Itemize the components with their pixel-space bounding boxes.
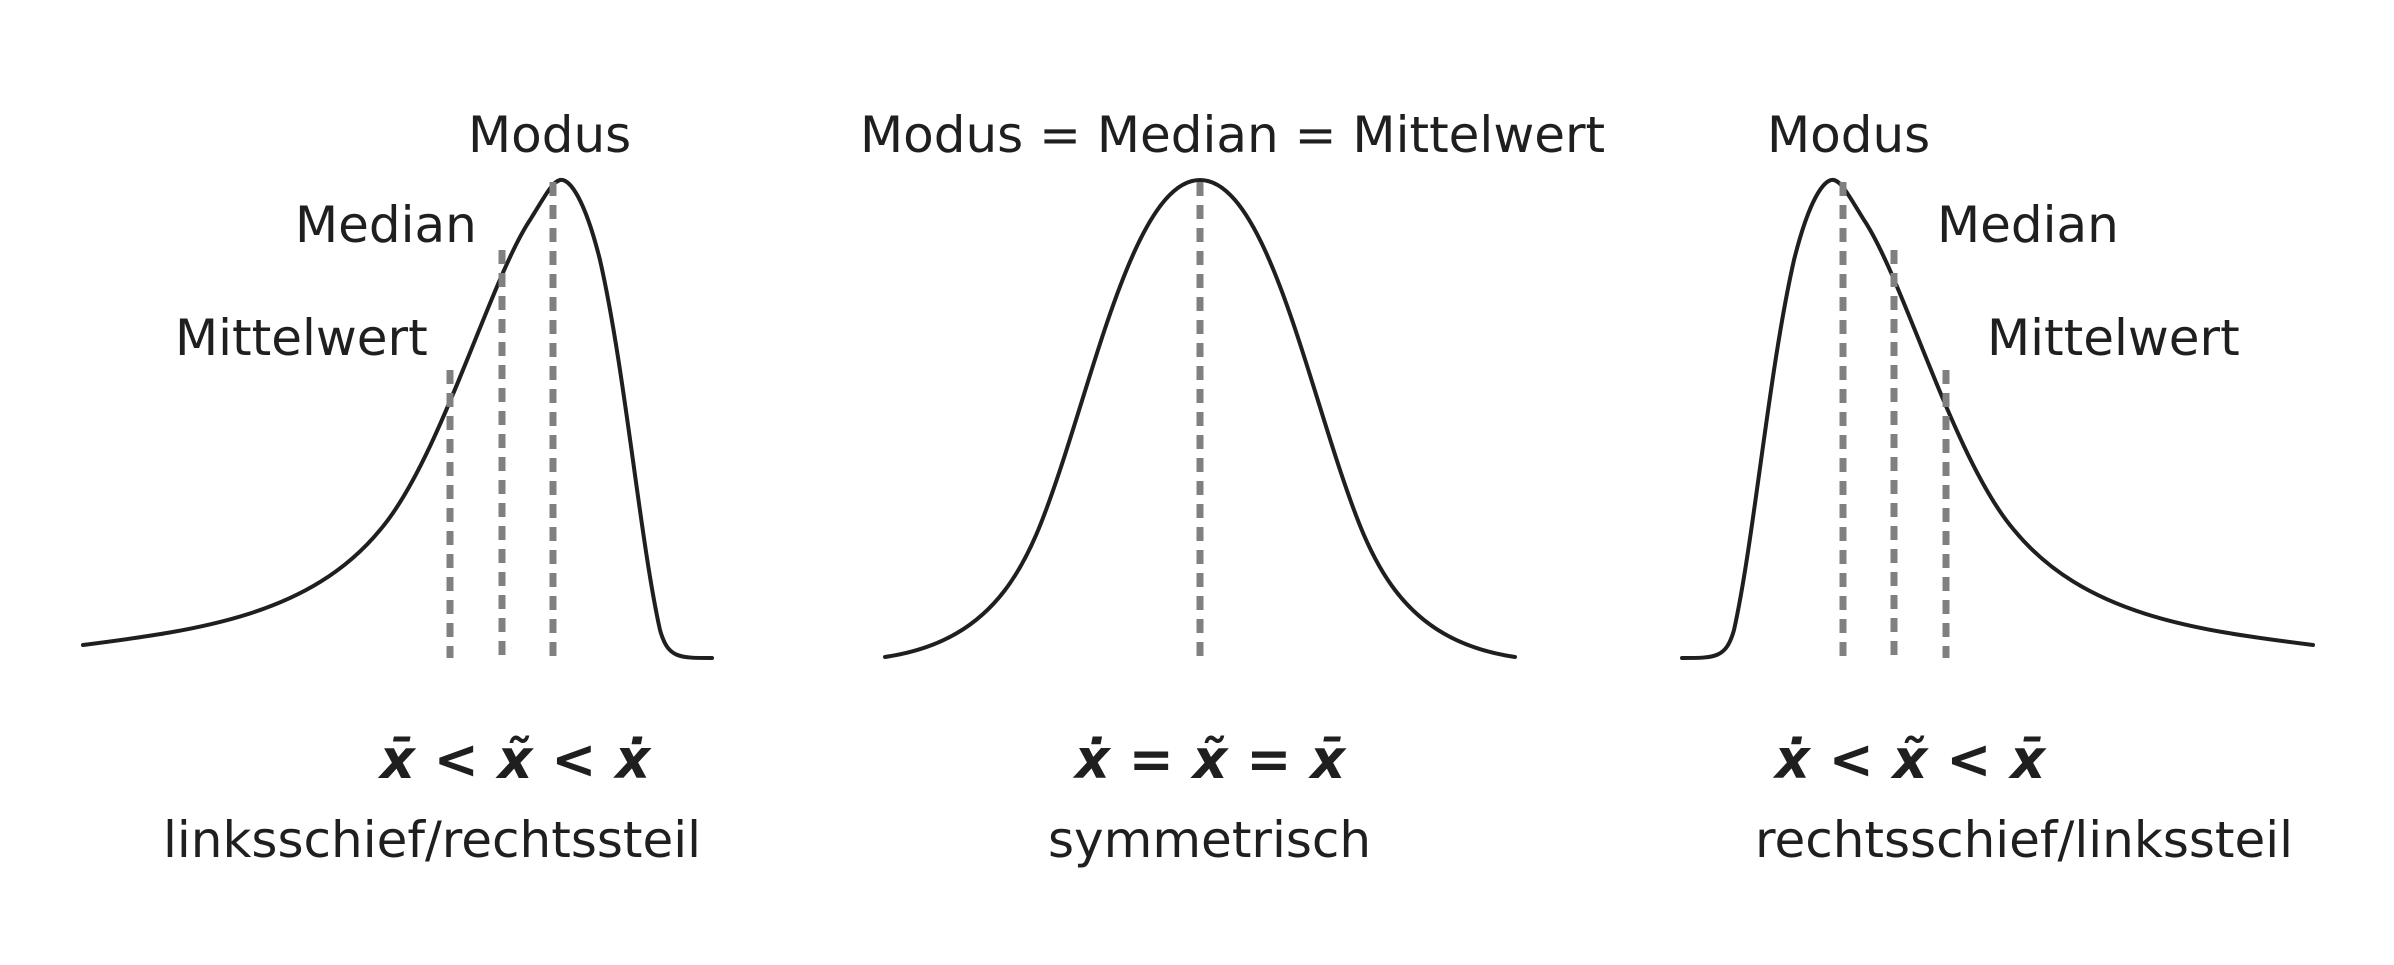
label-mittelwert-left: Mittelwert [175,309,428,367]
label-median-left: Median [295,196,477,254]
label-combined: Modus = Median = Mittelwert [860,106,1605,164]
caption-right: rechtsschief/linkssteil [1755,811,2293,869]
formula-right: ẋ < x̃ < x̄ [1772,728,2047,791]
caption-left: linksschief/rechtssteil [163,811,701,869]
panel-left-skewed: Modus Median Mittelwert x̄ < x̃ < ẋ link… [81,106,714,869]
label-median-right: Median [1937,196,2119,254]
label-modus-right: Modus [1767,106,1930,164]
caption-center: symmetrisch [1048,811,1371,869]
symmetric-curve [883,178,1517,659]
label-mittelwert-right: Mittelwert [1987,309,2240,367]
label-modus-left: Modus [468,106,631,164]
panel-symmetric: Modus = Median = Mittelwert ẋ = x̃ = x̄ … [860,106,1605,869]
panel-right-skewed: Modus Median Mittelwert ẋ < x̃ < x̄ rech… [1680,106,2315,869]
formula-center: ẋ = x̃ = x̄ [1072,728,1347,791]
formula-left: x̄ < x̃ < ẋ [377,728,652,791]
